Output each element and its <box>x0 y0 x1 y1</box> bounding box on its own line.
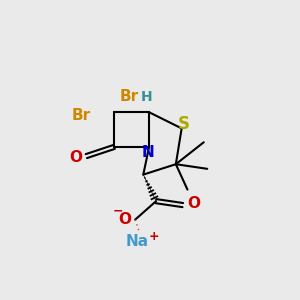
Text: N: N <box>142 145 154 160</box>
Text: Br: Br <box>120 89 139 104</box>
Text: −: − <box>113 204 124 218</box>
Text: Na: Na <box>126 234 149 249</box>
Text: H: H <box>140 90 152 104</box>
Text: O: O <box>119 212 132 227</box>
Text: +: + <box>148 230 159 244</box>
Text: O: O <box>188 196 200 211</box>
Text: O: O <box>69 150 82 165</box>
Text: S: S <box>178 115 190 133</box>
Text: Br: Br <box>72 107 91 122</box>
